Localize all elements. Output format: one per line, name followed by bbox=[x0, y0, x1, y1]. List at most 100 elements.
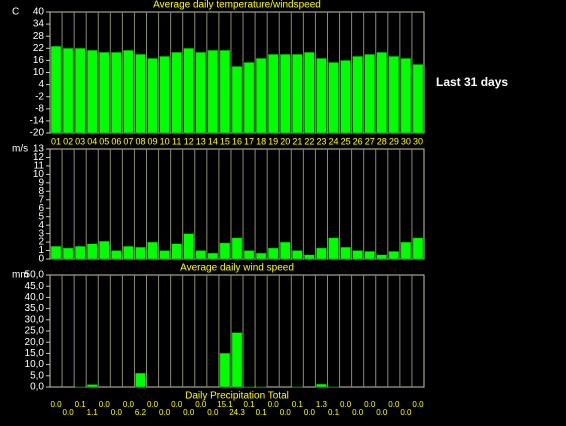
bar bbox=[195, 250, 207, 260]
bar bbox=[195, 52, 207, 134]
value-label: 0.0 bbox=[207, 408, 219, 417]
value-label: 0.0 bbox=[123, 400, 135, 409]
y-tick-label: 30,0 bbox=[25, 314, 45, 325]
bar bbox=[316, 383, 327, 388]
value-label: 0.0 bbox=[376, 408, 388, 417]
bar bbox=[219, 242, 231, 260]
bar bbox=[328, 237, 339, 260]
value-label: 0.0 bbox=[159, 408, 171, 417]
x-tick-label: 12 bbox=[184, 136, 194, 146]
bar bbox=[50, 246, 62, 260]
bar bbox=[340, 60, 351, 134]
value-label: 0.1 bbox=[244, 400, 256, 409]
bar bbox=[99, 240, 110, 260]
bar bbox=[86, 384, 98, 388]
bar bbox=[328, 62, 339, 134]
chart-title: Average daily temperature/windspeed bbox=[153, 0, 321, 11]
y-tick-label: 40,0 bbox=[25, 292, 45, 303]
x-tick-label: 05 bbox=[99, 136, 109, 146]
bar bbox=[147, 58, 158, 134]
value-label: 0.0 bbox=[147, 400, 159, 409]
y-tick-label: 28 bbox=[33, 31, 45, 42]
x-tick-label: 20 bbox=[280, 136, 290, 146]
x-tick-label: 10 bbox=[160, 136, 170, 146]
value-label: 0.0 bbox=[50, 400, 62, 409]
y-tick-label: 13 bbox=[33, 144, 45, 155]
x-tick-label: 11 bbox=[172, 136, 181, 146]
y-tick-label: 12 bbox=[33, 152, 45, 163]
bar bbox=[135, 54, 146, 134]
bar bbox=[292, 54, 303, 134]
value-label: 0.0 bbox=[171, 400, 183, 409]
y-tick-label: 1 bbox=[38, 245, 44, 256]
x-tick-label: 29 bbox=[389, 136, 399, 146]
bar bbox=[400, 58, 412, 134]
x-tick-label: 21 bbox=[292, 136, 302, 146]
bar bbox=[388, 251, 400, 260]
y-tick-label: 16 bbox=[33, 55, 45, 66]
bar bbox=[207, 50, 219, 134]
bar bbox=[364, 251, 375, 260]
value-label: 0.0 bbox=[195, 400, 207, 409]
x-tick-label: 04 bbox=[87, 136, 97, 146]
bar bbox=[207, 252, 219, 260]
value-label: 0.1 bbox=[75, 400, 87, 409]
y-unit: mm bbox=[12, 270, 29, 281]
x-tick-label: 28 bbox=[377, 136, 387, 146]
bar bbox=[255, 252, 267, 260]
bar bbox=[243, 62, 255, 134]
bar bbox=[292, 250, 303, 260]
bar bbox=[123, 246, 134, 260]
bar bbox=[231, 332, 243, 388]
y-tick-label: 5,0 bbox=[30, 370, 44, 381]
x-tick-label: 23 bbox=[316, 136, 326, 146]
value-label: 0.0 bbox=[388, 400, 400, 409]
value-label: 0.0 bbox=[99, 400, 111, 409]
y-tick-label: 9 bbox=[38, 177, 44, 188]
y-tick-label: 4 bbox=[38, 79, 44, 90]
y-unit: m/s bbox=[12, 144, 28, 155]
value-label: 24.3 bbox=[229, 408, 245, 417]
bar bbox=[304, 52, 315, 134]
x-tick-label: 02 bbox=[63, 136, 73, 146]
bar bbox=[316, 247, 327, 260]
y-tick-label: 20,0 bbox=[25, 337, 45, 348]
x-tick-label: 09 bbox=[148, 136, 158, 146]
bar bbox=[135, 372, 146, 388]
value-label: 0.0 bbox=[183, 408, 195, 417]
bar bbox=[183, 48, 195, 134]
y-tick-label: 4 bbox=[38, 220, 44, 231]
bar bbox=[219, 50, 231, 134]
y-tick-label: 7 bbox=[38, 194, 44, 205]
bar bbox=[279, 54, 291, 134]
y-tick-label: 0,0 bbox=[30, 382, 44, 393]
y-tick-label: 0 bbox=[38, 254, 44, 265]
value-label: 1.1 bbox=[87, 408, 99, 417]
value-label: 0.0 bbox=[268, 400, 280, 409]
x-tick-label: 24 bbox=[329, 136, 339, 146]
bar bbox=[376, 254, 388, 260]
bar bbox=[267, 247, 279, 260]
bar bbox=[86, 243, 98, 260]
y-tick-label: 35,0 bbox=[25, 303, 45, 314]
bar bbox=[352, 56, 363, 134]
bar bbox=[50, 46, 62, 134]
x-tick-label: 19 bbox=[268, 136, 278, 146]
y-tick-label: 34 bbox=[33, 19, 45, 30]
bar bbox=[62, 48, 74, 134]
x-tick-label: 30 bbox=[401, 136, 411, 146]
chart-title: Daily Precipitation Total bbox=[185, 391, 289, 402]
bar bbox=[376, 52, 388, 134]
bar bbox=[219, 352, 231, 388]
bar bbox=[400, 241, 412, 260]
y-tick-label: 50,0 bbox=[25, 270, 45, 281]
bar bbox=[243, 250, 255, 260]
x-tick-label: 25 bbox=[341, 136, 351, 146]
value-label: 0.0 bbox=[111, 408, 123, 417]
bar bbox=[352, 250, 363, 260]
bar bbox=[99, 52, 110, 134]
bar bbox=[412, 237, 424, 260]
x-tick-label: 13 bbox=[196, 136, 206, 146]
bar bbox=[183, 233, 195, 260]
